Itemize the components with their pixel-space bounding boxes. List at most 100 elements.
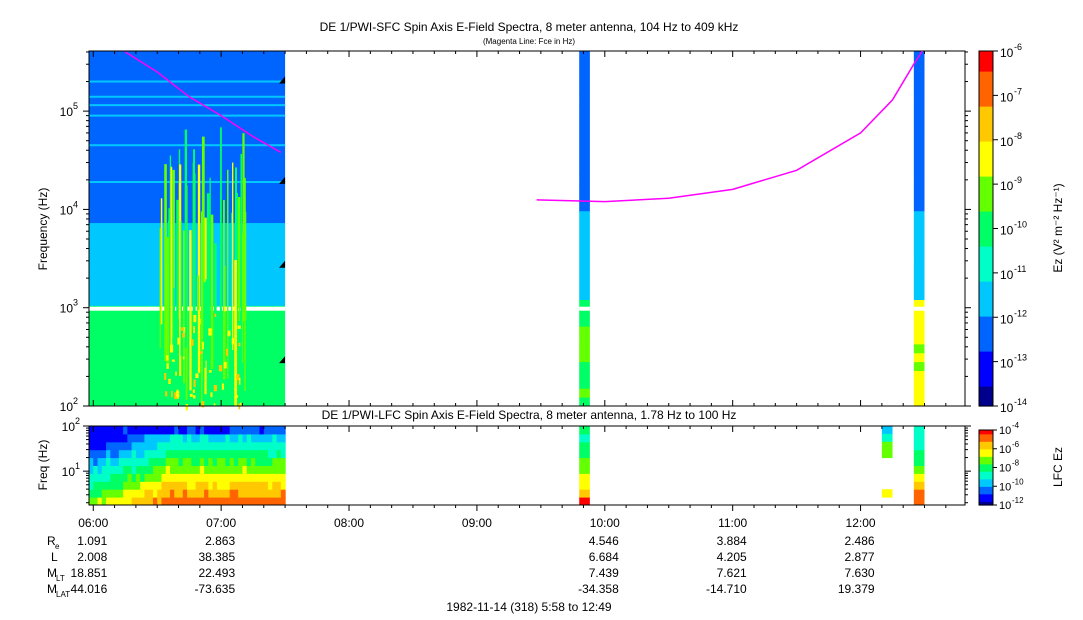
spectrogram-streak [166, 237, 170, 364]
lfc-cell [123, 481, 128, 490]
lfc-cell [135, 426, 141, 435]
spectrogram-cell [89, 163, 286, 170]
lfc-cell [97, 449, 103, 459]
spectrogram-cell [89, 157, 286, 164]
y-tick-exponent: 3 [73, 298, 78, 308]
lfc-cell [276, 457, 282, 466]
colorbar-step [979, 256, 993, 262]
colorbar-step [979, 301, 993, 307]
lfc-cell [131, 481, 137, 490]
ephemeris-value: -14.710 [706, 582, 747, 596]
spectrogram-burst [221, 383, 225, 390]
spectrogram-streak [227, 169, 229, 379]
lfc-cell [97, 441, 103, 451]
lfc-cell [229, 465, 235, 474]
lfc-cell [246, 497, 252, 506]
colorbar-tick-exponent: -6 [1012, 440, 1020, 449]
lfc-cell [246, 473, 252, 482]
lfc-cell [280, 465, 286, 474]
spectrogram-cell [913, 122, 925, 132]
colorbar-step [979, 126, 993, 132]
lfc-cell [263, 465, 269, 474]
x-tick-label: 09:00 [462, 516, 492, 530]
ephemeris-value: 19.379 [838, 582, 875, 596]
colorbar-tick-exponent: -13 [1014, 353, 1027, 363]
spectrogram-burst [236, 374, 240, 381]
spectrogram-cell [913, 68, 925, 79]
lfc-cell [263, 457, 269, 466]
spectrogram-cell [913, 157, 925, 167]
spectrogram-cell [913, 95, 925, 105]
colorbar-step [979, 276, 993, 282]
fce-line [124, 51, 282, 154]
lfc-cell [140, 457, 146, 466]
spectrogram-band [89, 80, 286, 83]
colorbar-step [979, 482, 993, 485]
lfc-cell [144, 457, 150, 466]
colorbar-step [979, 356, 993, 362]
bottom-y-axis-label: Freq (Hz) [36, 440, 50, 491]
ephemeris-value: 1.091 [77, 534, 107, 548]
lfc-cell [242, 473, 248, 482]
lfc-cell [208, 465, 214, 474]
ephemeris-label: M [47, 566, 57, 580]
colorbar-step [979, 346, 993, 352]
ephemeris-value: 7.439 [589, 566, 619, 580]
colorbar-step [979, 401, 993, 407]
lfc-cell [881, 449, 893, 459]
colorbar-step [979, 131, 993, 137]
colorbar-step [979, 461, 993, 465]
lfc-cell [174, 489, 180, 498]
lfc-cell [118, 449, 124, 459]
ephemeris-value: 7.621 [717, 566, 747, 580]
spectrogram-cell [579, 148, 590, 158]
lfc-cell [93, 449, 99, 459]
lfc-cell [242, 497, 248, 506]
lfc-cell [152, 489, 158, 498]
colorbar-step [979, 473, 993, 476]
spectrogram-cell [579, 201, 590, 212]
lfc-cell [221, 465, 227, 474]
lfc-cell [579, 473, 590, 482]
lfc-cell [161, 426, 167, 435]
lfc-cell [118, 473, 124, 482]
x-tick-label: 11:00 [718, 516, 747, 530]
lfc-cell [101, 489, 107, 498]
lfc-cell [216, 481, 222, 490]
lfc-cell [204, 449, 209, 459]
lfc-cell [216, 457, 222, 466]
lfc-cell [212, 489, 218, 498]
ephemeris-label: M [47, 582, 57, 596]
colorbar-step [979, 236, 993, 242]
lfc-cell [89, 457, 94, 466]
spectrogram-streak [189, 230, 192, 310]
lfc-cell [233, 441, 239, 451]
lfc-cell [238, 449, 244, 459]
colorbar-step [979, 366, 993, 372]
lfc-cell [242, 481, 248, 490]
lfc-cell [199, 497, 205, 506]
lfc-cell [204, 441, 209, 451]
lfc-cell [208, 457, 214, 466]
colorbar-step [979, 51, 993, 57]
lfc-cell [152, 465, 158, 474]
spectrogram-cell [89, 169, 286, 176]
colorbar-step [979, 321, 993, 327]
colorbar-step [979, 146, 993, 152]
colorbar-tick-exponent: -8 [1014, 131, 1022, 141]
lfc-cell [246, 489, 252, 498]
lfc-cell [225, 473, 231, 482]
lfc-cell [238, 497, 244, 506]
spectrogram-cell [579, 122, 590, 132]
ephemeris-value: 2.863 [205, 534, 235, 548]
colorbar-tick-exponent: -7 [1014, 86, 1022, 96]
lfc-cell [238, 489, 244, 498]
spectrogram-cell [913, 139, 925, 150]
lfc-cell [913, 449, 925, 459]
lfc-cell [140, 433, 146, 443]
colorbar-step [979, 221, 993, 227]
spectrogram-cell [89, 68, 286, 76]
spectrogram-burst [176, 390, 180, 397]
lfc-cell [242, 489, 248, 498]
